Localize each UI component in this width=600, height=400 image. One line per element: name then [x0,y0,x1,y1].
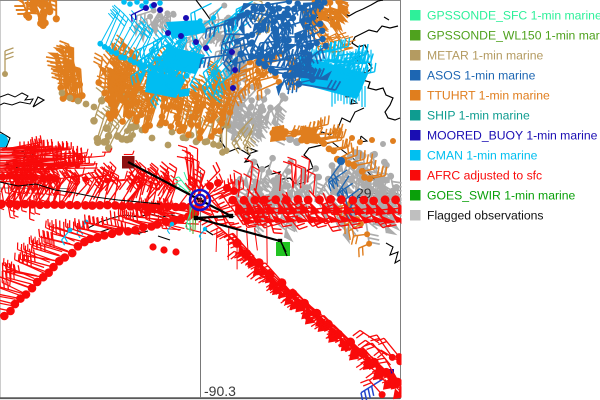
svg-text:SHIP 1-min marine: SHIP 1-min marine [427,109,530,123]
svg-text:ASOS 1-min marine: ASOS 1-min marine [427,69,536,83]
svg-text:METAR 1-min marine: METAR 1-min marine [427,49,543,63]
svg-text:AFRC adjusted to sfc: AFRC adjusted to sfc [427,169,542,183]
svg-text:GPSSONDE_WL150 1-min marine: GPSSONDE_WL150 1-min marine [427,29,600,43]
svg-text:GPSSONDE_SFC 1-min marine: GPSSONDE_SFC 1-min marine [427,9,600,23]
svg-text:TTUHRT 1-min marine: TTUHRT 1-min marine [427,89,550,103]
svg-text:CMAN 1-min marine: CMAN 1-min marine [427,149,538,163]
svg-text:-90.3: -90.3 [204,383,236,399]
svg-text:MOORED_BUOY 1-min marine: MOORED_BUOY 1-min marine [427,129,598,143]
svg-text:Flagged observations: Flagged observations [427,209,544,223]
svg-text:GOES_SWIR 1-min marine: GOES_SWIR 1-min marine [427,189,576,203]
